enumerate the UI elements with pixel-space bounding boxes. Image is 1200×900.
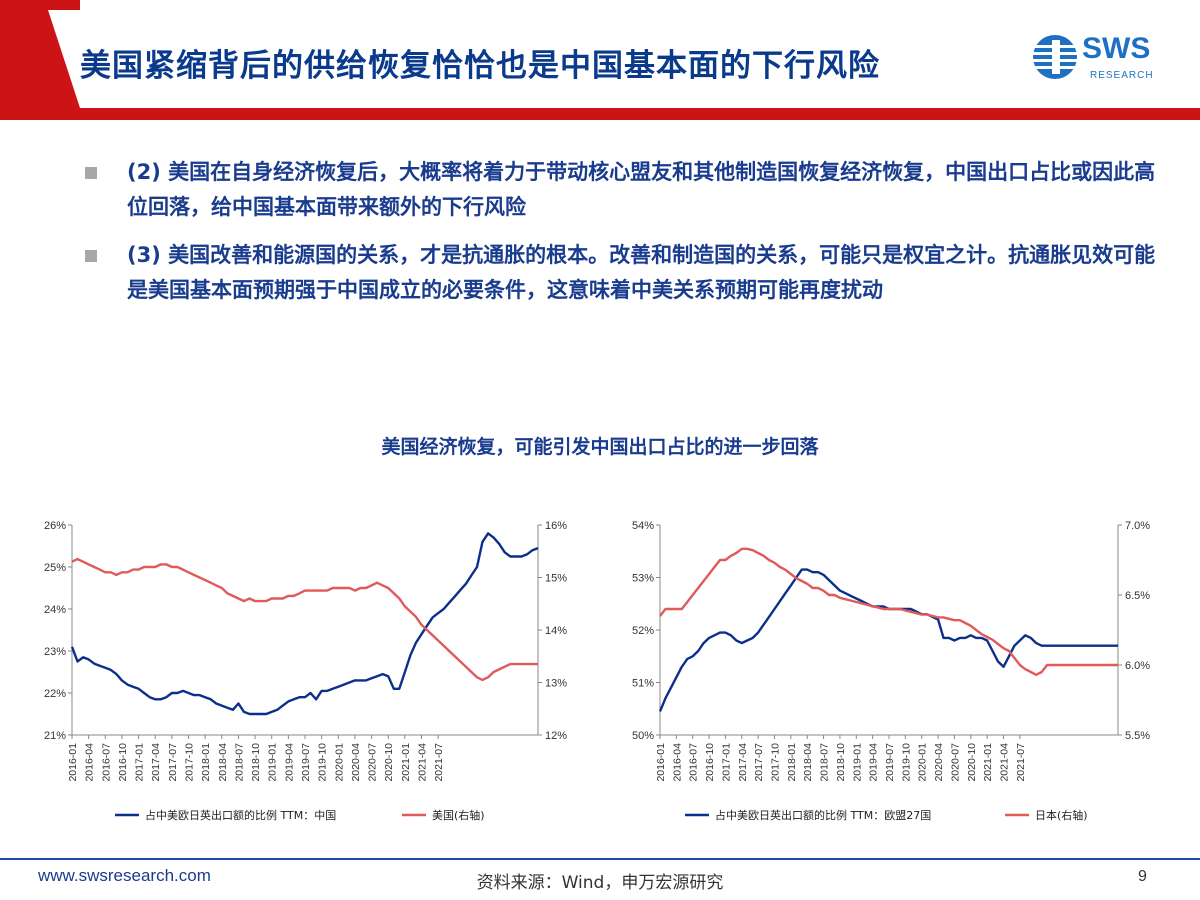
x-tick-label: 2018-04 (802, 743, 814, 782)
x-tick-label: 2020-01 (917, 743, 929, 782)
chart-china-us: 21% 22% 23% 24% 25% 26% 12% 13% 14% 15% 16% 2016-01… (44, 520, 567, 822)
x-tick-label: 2017-04 (150, 743, 162, 782)
x-tick-label: 2016-01 (67, 743, 79, 782)
x-tick-label: 2019-01 (267, 743, 279, 782)
y-right-tick-label: 16% (545, 520, 567, 532)
x-tick-label: 2017-04 (737, 743, 749, 782)
x-tick-label: 2020-01 (333, 743, 345, 782)
x-tick-label: 2019-07 (300, 743, 312, 782)
x-tick-label: 2019-04 (868, 743, 880, 782)
x-tick-label: 2018-07 (233, 743, 245, 782)
x-tick-label: 2020-04 (350, 743, 362, 782)
y-left-tick-label: 23% (44, 646, 66, 658)
chart-heading: 美国经济恢复，可能引发中国出口占比的进一步回落 (381, 436, 819, 458)
x-tick-label: 2016-07 (688, 743, 700, 782)
x-tick-label: 2021-04 (417, 743, 429, 782)
legend-label: 占中美欧日英出口额的比例 TTM：中国 (145, 808, 336, 822)
logo-text: SWS (1082, 32, 1151, 65)
y-left-tick-label: 26% (44, 520, 66, 532)
y-right-tick-label: 12% (545, 730, 567, 742)
sws-logo: SWS RESEARCH (1030, 28, 1180, 88)
page-title: 美国紧缩背后的供给恢复恰恰也是中国基本面的下行风险 (80, 48, 880, 84)
x-tick-label: 2019-01 (851, 743, 863, 782)
y-left-tick-label: 52% (632, 625, 654, 637)
x-tick-label: 2019-07 (884, 743, 896, 782)
x-tick-label: 2017-01 (720, 743, 732, 782)
x-tick-label: 2016-10 (704, 743, 716, 782)
x-tick-label: 2018-04 (217, 743, 229, 782)
x-tick-label: 2018-01 (786, 743, 798, 782)
x-tick-label: 2017-01 (134, 743, 146, 782)
x-tick-label: 2018-10 (835, 743, 847, 782)
x-tick-label: 2016-10 (117, 743, 129, 782)
x-tick-label: 2016-07 (100, 743, 112, 782)
y-left-tick-label: 50% (632, 730, 654, 742)
x-tick-label: 2021-01 (982, 743, 994, 782)
y-left-tick-label: 54% (632, 520, 654, 532)
series-line-secondary (71, 557, 538, 682)
x-tick-label: 2017-10 (770, 743, 782, 782)
x-tick-label: 2019-10 (900, 743, 912, 782)
bullet-item: (2) 美国在自身经济恢复后，大概率将着力于带动核心盟友和其他制造国恢复经济恢复… (85, 155, 1155, 227)
y-right-tick-label: 15% (545, 573, 567, 585)
x-tick-label: 2020-10 (383, 743, 395, 782)
y-left-tick-label: 51% (632, 678, 654, 690)
legend-label: 日本(右轴) (1035, 808, 1088, 822)
footer-url[interactable]: www.swsresearch.com (38, 866, 211, 885)
series-line-secondary (659, 547, 1118, 676)
x-tick-label: 2019-10 (317, 743, 329, 782)
globe-icon (1033, 35, 1077, 79)
x-tick-label: 2017-07 (167, 743, 179, 782)
y-left-tick-label: 21% (44, 730, 66, 742)
x-tick-label: 2016-01 (655, 743, 667, 782)
y-left-tick-label: 53% (632, 573, 654, 585)
chart-eu-japan: 50% 51% 52% 53% 54% 5.5% 6.0% 6.5% 7.0% 2016-01 20… (632, 520, 1150, 822)
x-tick-label: 2017-07 (753, 743, 765, 782)
square-bullet-icon (85, 167, 97, 179)
x-tick-label: 2021-07 (1015, 743, 1027, 782)
footer-divider (0, 858, 1200, 860)
series-line-primary (658, 568, 1118, 712)
y-left-tick-label: 22% (44, 688, 66, 700)
x-tick-label: 2020-04 (933, 743, 945, 782)
bullet-text: (2) 美国在自身经济恢复后，大概率将着力于带动核心盟友和其他制造国恢复经济恢复… (127, 160, 1156, 219)
y-right-tick-label: 6.0% (1125, 660, 1150, 672)
page-number: 9 (1138, 868, 1147, 885)
bullet-item: (3) 美国改善和能源国的关系，才是抗通胀的根本。改善和制造国的关系，可能只是权… (85, 238, 1155, 348)
x-tick-label: 2019-04 (283, 743, 295, 782)
legend-label: 美国(右轴) (432, 808, 485, 822)
y-right-tick-label: 13% (545, 678, 567, 690)
y-left-tick-label: 24% (44, 604, 66, 616)
bullet-text: (3) 美国改善和能源国的关系，才是抗通胀的根本。改善和制造国的关系，可能只是权… (127, 243, 1156, 302)
x-tick-label: 2016-04 (84, 743, 96, 782)
legend-label: 占中美欧日英出口额的比例 TTM：欧盟27国 (715, 808, 931, 822)
x-tick-label: 2016-04 (671, 743, 683, 782)
x-tick-label: 2017-10 (184, 743, 196, 782)
logo-subtext: RESEARCH (1090, 70, 1154, 81)
y-right-tick-label: 14% (545, 625, 567, 637)
x-tick-label: 2020-10 (966, 743, 978, 782)
x-tick-label: 2021-07 (433, 743, 445, 782)
y-right-tick-label: 6.5% (1125, 590, 1150, 602)
x-tick-label: 2018-01 (200, 743, 212, 782)
page-header: 美国紧缩背后的供给恢复恰恰也是中国基本面的下行风险 SWS RESEARCH (0, 0, 1200, 120)
x-tick-label: 2020-07 (949, 743, 961, 782)
y-left-tick-label: 25% (44, 562, 66, 574)
x-tick-label: 2020-07 (367, 743, 379, 782)
y-right-tick-label: 5.5% (1125, 730, 1150, 742)
x-tick-label: 2018-07 (819, 743, 831, 782)
footer-source: 资料来源：Wind，申万宏源研究 (476, 873, 724, 893)
header-accent-bar (0, 0, 1200, 120)
square-bullet-icon (85, 250, 97, 262)
x-tick-label: 2021-04 (999, 743, 1011, 782)
y-right-tick-label: 7.0% (1125, 520, 1150, 532)
x-tick-label: 2021-01 (400, 743, 412, 782)
x-tick-label: 2018-10 (250, 743, 262, 782)
series-line-primary (70, 532, 539, 716)
